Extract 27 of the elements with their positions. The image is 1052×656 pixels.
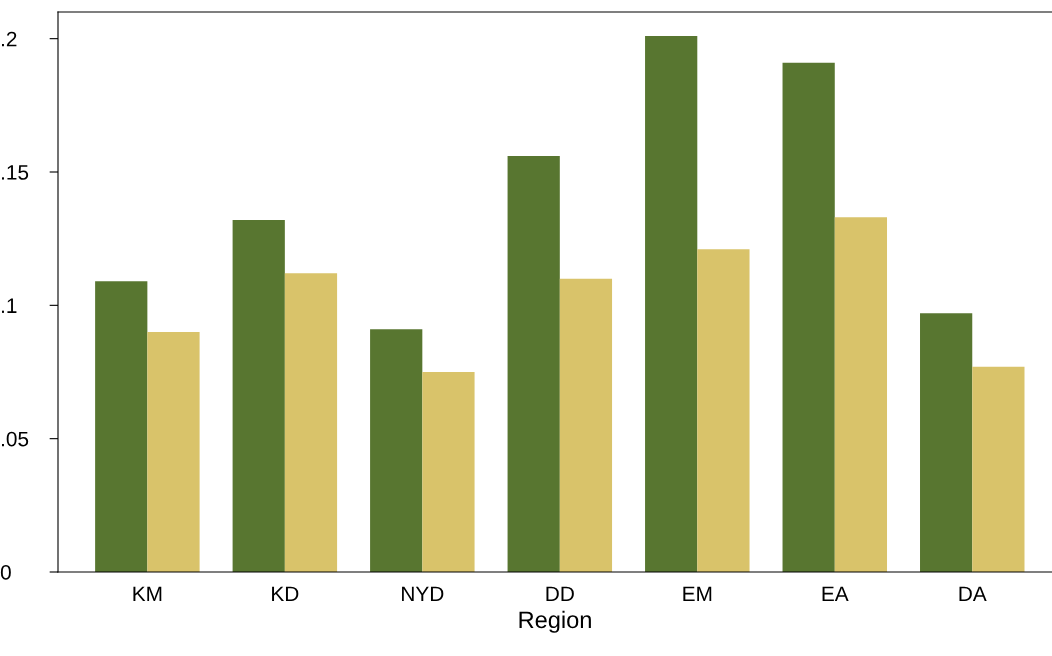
x-tick-label: EA [822,586,849,601]
bar [972,366,1025,572]
x-axis-title: Region [519,610,591,633]
bar [697,249,750,572]
bar [782,62,835,572]
y-tick-label: .2 [1,31,17,47]
bar [834,217,888,572]
bar [95,281,148,572]
y-tick-label: .05 [1,431,29,447]
y-tick-label: .1 [1,298,17,313]
bar [645,36,698,572]
bar [370,329,423,572]
x-tick-label: KD [272,586,299,601]
y-tick-label: 0 [0,565,11,580]
bar [232,220,285,572]
x-tick-label: EM [683,586,712,601]
bar [920,313,973,572]
bar [422,372,475,572]
bar [284,273,338,572]
x-tick-label: KM [133,586,162,601]
bar [147,332,200,572]
bar [559,278,613,572]
bar [507,156,560,572]
x-tick-label: DA [959,586,987,601]
x-tick-label: NYD [402,586,444,601]
x-tick-label: DD [546,586,574,601]
y-tick-label: .15 [1,165,29,180]
